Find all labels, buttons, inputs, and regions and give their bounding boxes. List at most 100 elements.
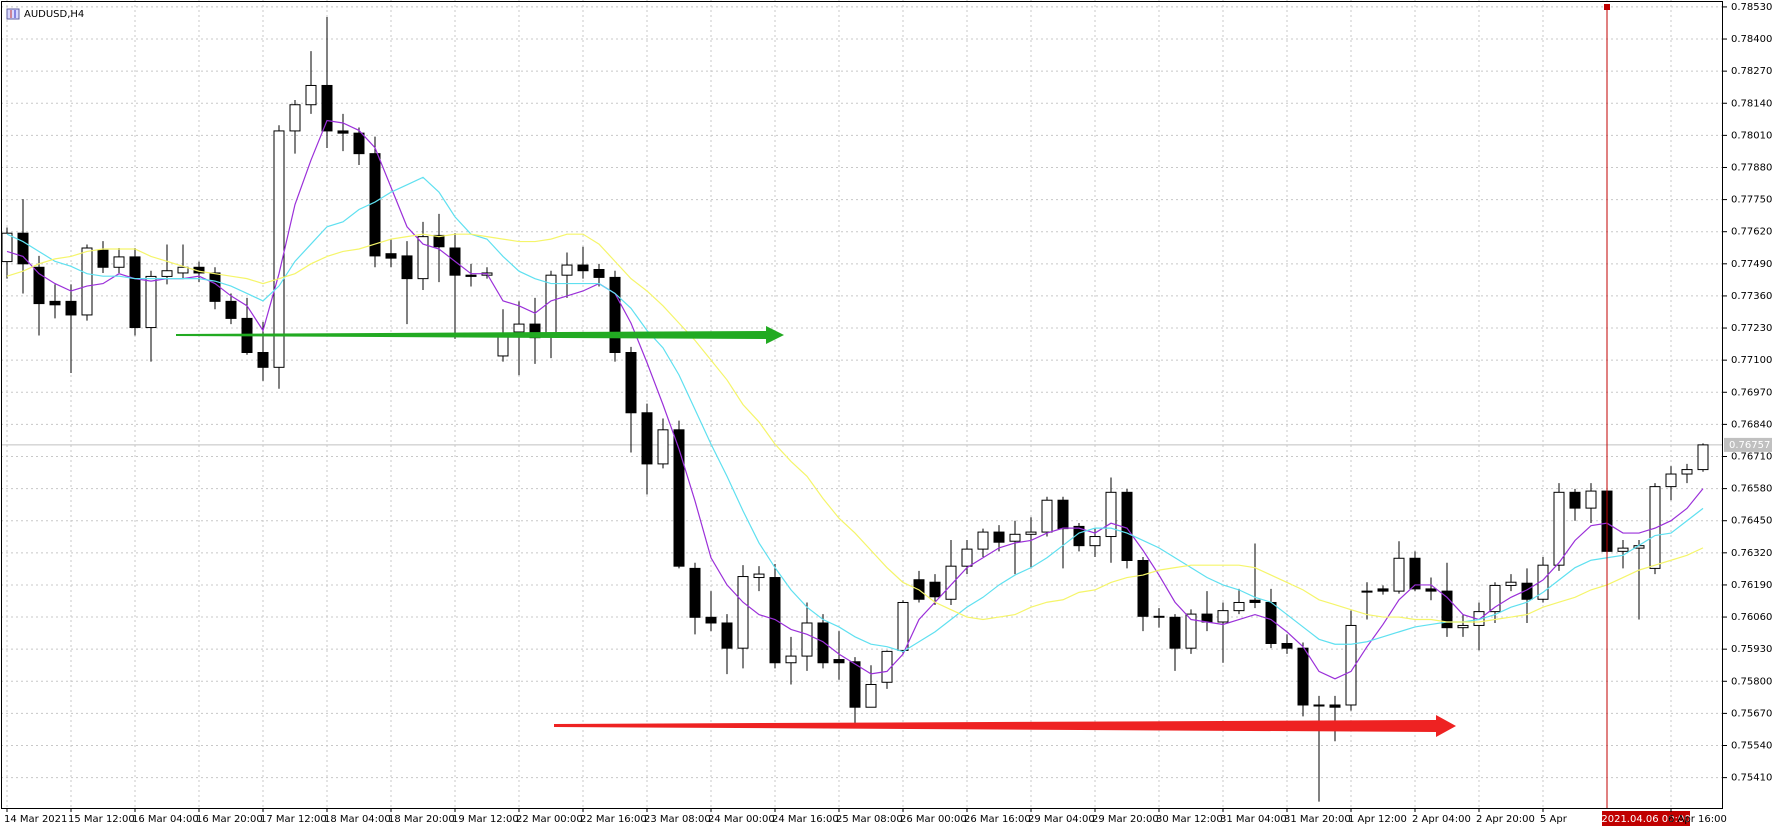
x-tick-label: 18 Mar 04:00 xyxy=(324,814,391,825)
x-tick-label: 29 Mar 20:00 xyxy=(1092,814,1159,825)
y-tick-label: 0.76320 xyxy=(1731,548,1772,559)
x-tick-label: 5 Apr xyxy=(1540,814,1568,825)
candle-body xyxy=(785,655,797,664)
green-arrow xyxy=(176,326,784,344)
x-tick-label: 23 Mar 08:00 xyxy=(644,814,711,825)
candle-body xyxy=(417,236,429,280)
candle-body xyxy=(49,300,61,306)
candle-body xyxy=(1201,613,1213,623)
candle-body xyxy=(1249,599,1261,603)
x-tick-label: 22 Mar 16:00 xyxy=(580,814,647,825)
candle-body xyxy=(1329,704,1341,708)
candle-body xyxy=(177,266,189,274)
candle-body xyxy=(113,256,125,268)
candle-body xyxy=(1521,582,1533,600)
plot-border xyxy=(1,1,1723,809)
y-tick-label: 0.76840 xyxy=(1731,419,1772,430)
y-tick-label: 0.76970 xyxy=(1731,387,1772,398)
candle-body xyxy=(1089,536,1101,547)
candle-body xyxy=(833,659,845,664)
x-tick-label: 25 Mar 08:00 xyxy=(836,814,903,825)
crosshair-handle xyxy=(1604,4,1610,10)
x-tick-label: 16 Mar 04:00 xyxy=(132,814,199,825)
candle-body xyxy=(897,601,909,651)
candle-body xyxy=(865,683,877,708)
y-tick-label: 0.76060 xyxy=(1731,612,1772,623)
x-tick-label: 22 Mar 00:00 xyxy=(516,814,583,825)
x-tick-label: 2 Apr 04:00 xyxy=(1412,814,1471,825)
y-tick-label: 0.78400 xyxy=(1731,34,1772,45)
candle-body xyxy=(1441,590,1453,629)
candle-body xyxy=(209,272,221,302)
candle-body xyxy=(1313,704,1325,707)
candle-body xyxy=(1057,499,1069,530)
y-tick-label: 0.75410 xyxy=(1731,773,1772,784)
candle-body xyxy=(1569,491,1581,509)
candle-body xyxy=(433,234,445,248)
candle-body xyxy=(753,573,765,579)
crosshair-label-box xyxy=(1602,811,1690,826)
grid xyxy=(1,0,1723,808)
x-tick-label: 24 Mar 00:00 xyxy=(708,814,775,825)
candle-body xyxy=(641,412,653,465)
candle-body xyxy=(1153,615,1165,618)
candle-body xyxy=(577,264,589,272)
candle-body xyxy=(1697,444,1709,471)
candle-body xyxy=(1553,491,1565,566)
candle-body xyxy=(1009,533,1021,542)
moving-average xyxy=(6,233,1704,623)
candle-body xyxy=(561,264,573,276)
candle-body xyxy=(1345,624,1357,706)
candle-body xyxy=(1457,624,1469,629)
candle-body xyxy=(161,270,173,277)
candle-body xyxy=(33,266,45,305)
y-tick-label: 0.75800 xyxy=(1731,676,1772,687)
candle-body xyxy=(1393,557,1405,592)
candle-body xyxy=(977,531,989,550)
candle-body xyxy=(257,351,269,368)
candle-body xyxy=(225,300,237,319)
candle-body xyxy=(1169,616,1181,649)
candle-body xyxy=(129,256,141,329)
plot xyxy=(1,17,1709,802)
candle-body xyxy=(1665,473,1677,488)
candle-body xyxy=(929,581,941,598)
candle-body xyxy=(1105,491,1117,538)
x-tick-label: 16 Mar 20:00 xyxy=(196,814,263,825)
candle-body xyxy=(401,255,413,280)
candle-body xyxy=(1409,557,1421,590)
candle-body xyxy=(673,429,685,567)
y-tick-label: 0.77620 xyxy=(1731,227,1772,238)
candle-body xyxy=(145,275,157,329)
y-tick-label: 0.75930 xyxy=(1731,644,1772,655)
candle-body xyxy=(1377,588,1389,592)
x-tick-label: 15 Mar 12:00 xyxy=(68,814,135,825)
candle-body xyxy=(465,274,477,277)
candle-body xyxy=(689,567,701,618)
crosshair-label: 2021.04.06 00:00 xyxy=(1601,814,1690,825)
x-tick-label: 31 Mar 20:00 xyxy=(1284,814,1351,825)
candle-body xyxy=(1073,525,1085,547)
candle-body xyxy=(737,576,749,649)
moving-average xyxy=(6,119,1704,680)
candle-body xyxy=(97,249,109,268)
x-tick-label: 24 Mar 16:00 xyxy=(772,814,839,825)
candle-body xyxy=(625,351,637,414)
candle-body xyxy=(1,232,13,263)
candle-body xyxy=(1585,490,1597,509)
y-tick-label: 0.76580 xyxy=(1731,484,1772,495)
y-tick-label: 0.78270 xyxy=(1731,66,1772,77)
y-tick-label: 0.76710 xyxy=(1731,451,1772,462)
candle-body xyxy=(721,622,733,649)
y-tick-label: 0.77100 xyxy=(1731,355,1772,366)
candle-body xyxy=(513,323,525,333)
candle-body xyxy=(65,300,77,316)
candle-body xyxy=(1281,642,1293,649)
candle-body xyxy=(1233,601,1245,612)
candle-body xyxy=(1137,559,1149,617)
y-tick-label: 0.77230 xyxy=(1731,323,1772,334)
candle-body xyxy=(801,622,813,657)
candle-body xyxy=(1185,613,1197,649)
